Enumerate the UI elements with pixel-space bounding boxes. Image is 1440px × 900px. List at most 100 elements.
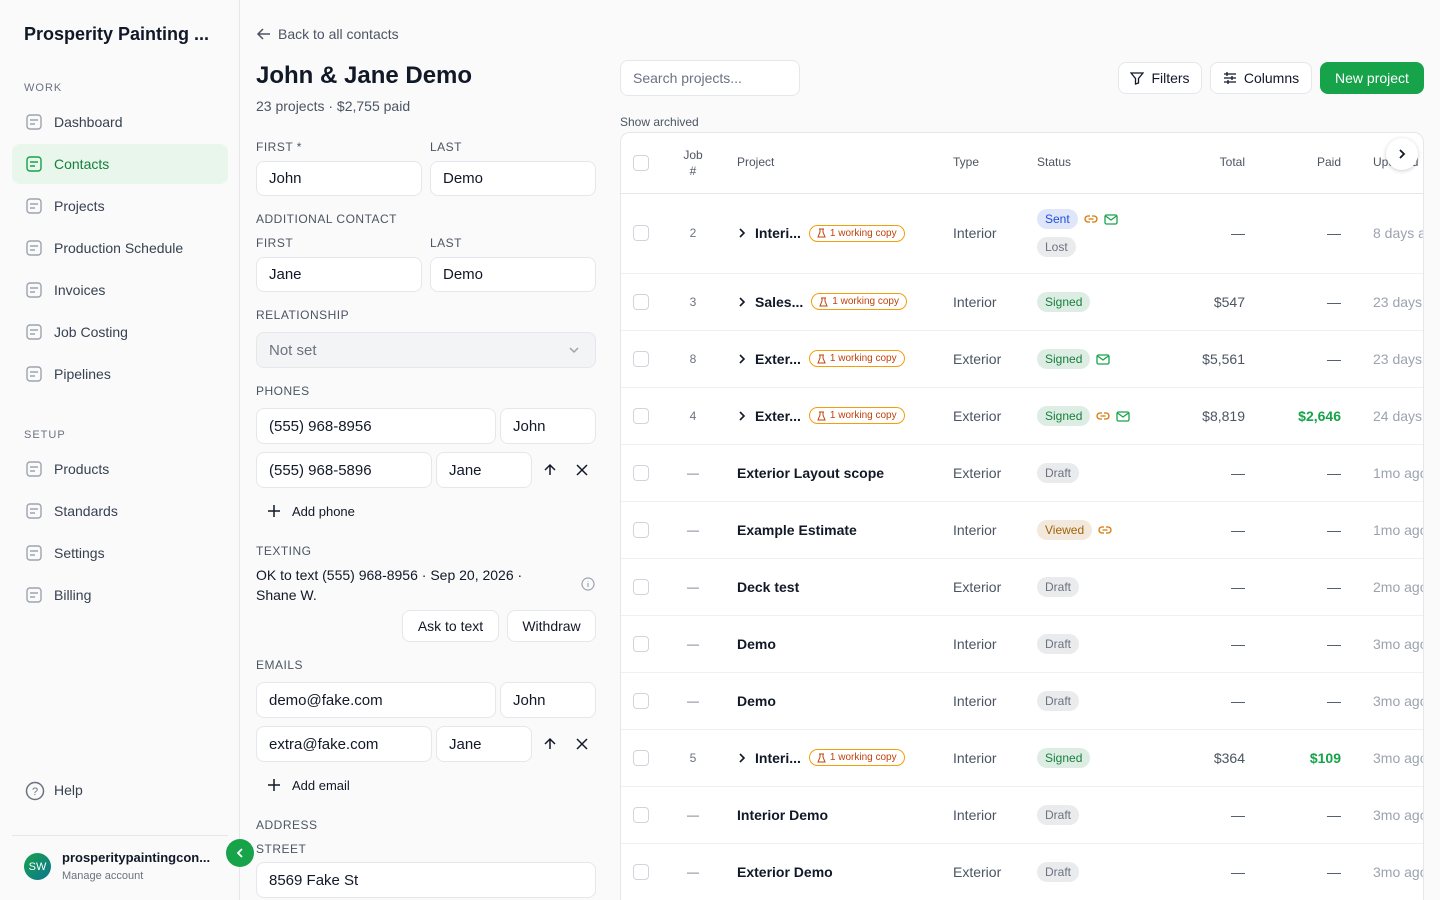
nav-item[interactable]: Projects	[12, 186, 228, 226]
scroll-right[interactable]	[1386, 138, 1418, 170]
email-input[interactable]: demo@fake.com	[256, 682, 496, 718]
updated: 2mo ago	[1373, 578, 1424, 595]
mail-icon	[1116, 409, 1131, 423]
account-name[interactable]: prosperitypaintingcon...	[62, 850, 211, 865]
checkbox[interactable]	[633, 225, 649, 241]
status-pill: Viewed	[1037, 519, 1093, 540]
job-number: 5	[689, 750, 697, 765]
email-input[interactable]: extra@fake.com	[256, 726, 432, 762]
field-label: FIRST	[256, 236, 294, 250]
nav-item[interactable]: Pipelines	[12, 354, 228, 394]
phone-name[interactable]: Jane	[436, 452, 532, 488]
move-up[interactable]	[543, 463, 557, 477]
checkbox[interactable]	[633, 407, 649, 424]
updated: 1mo ago	[1373, 464, 1424, 481]
remove[interactable]	[576, 464, 588, 476]
expand-toggle[interactable]	[737, 227, 747, 239]
ask-button[interactable]: Ask to text	[402, 610, 499, 642]
new-project-button[interactable]: New project	[1320, 62, 1424, 94]
help-link[interactable]: ? Help	[12, 770, 228, 810]
total: $547	[1213, 293, 1245, 310]
checkbox[interactable]	[633, 749, 649, 766]
updated: 23 days ago	[1373, 293, 1423, 310]
nav-item[interactable]: Invoices	[12, 270, 228, 310]
checkbox[interactable]	[633, 293, 649, 310]
nav-item[interactable]: Settings	[12, 533, 228, 573]
project-name: Demo	[737, 692, 776, 709]
project-cell: Exter... 1 working copy	[737, 406, 905, 426]
nav-item[interactable]: Job Costing	[12, 312, 228, 352]
back-arrow[interactable]	[256, 27, 272, 41]
expand-toggle[interactable]	[737, 410, 747, 422]
checkbox[interactable]	[633, 350, 649, 367]
search-input[interactable]: Search projects...	[620, 60, 800, 96]
project-name[interactable]: Exter...	[755, 350, 801, 367]
checkbox[interactable]	[633, 155, 649, 171]
remove[interactable]	[576, 738, 588, 750]
nav-item[interactable]: Contacts	[12, 144, 228, 184]
checkbox[interactable]	[633, 806, 649, 823]
expand-toggle[interactable]	[737, 752, 747, 764]
checkbox[interactable]	[633, 692, 649, 709]
link-icon	[1096, 409, 1110, 423]
job-number: —	[687, 522, 699, 537]
nav-item[interactable]: Standards	[12, 491, 228, 531]
column-header: Paid	[1316, 155, 1341, 169]
nav-text: Pipelines	[54, 366, 111, 382]
nav-item[interactable]: Dashboard	[12, 102, 228, 142]
phone-name[interactable]: John	[500, 408, 596, 444]
withdraw-button[interactable]: Withdraw	[507, 610, 596, 642]
street-input[interactable]: 8569 Fake St	[256, 862, 596, 898]
status-cell: Draft	[1037, 462, 1080, 484]
checkbox[interactable]	[633, 521, 649, 538]
info-icon[interactable]	[581, 577, 595, 591]
project-name[interactable]: Exter...	[755, 407, 801, 424]
phone-input[interactable]: (555) 968-8956	[256, 408, 496, 444]
move-up[interactable]	[543, 737, 557, 751]
checkbox[interactable]	[633, 635, 649, 652]
first-input[interactable]: Jane	[256, 257, 422, 292]
working-copy-badge: 1 working copy	[811, 293, 907, 310]
add-phone[interactable]: Add phone	[292, 504, 355, 519]
project-type: Interior	[953, 635, 997, 652]
nav-section: SETUP	[24, 429, 66, 441]
job-number: —	[687, 693, 699, 708]
nav-item[interactable]: Billing	[12, 575, 228, 615]
checkbox[interactable]	[633, 863, 649, 880]
project-type: Interior	[953, 692, 997, 709]
email-name[interactable]: Jane	[436, 726, 532, 762]
nav-text: Production Schedule	[54, 240, 184, 256]
nav-item[interactable]: Production Schedule	[12, 228, 228, 268]
phone-input[interactable]: (555) 968-5896	[256, 452, 432, 488]
last-input[interactable]: Demo	[430, 257, 596, 292]
filters-button[interactable]: Filters	[1118, 62, 1202, 94]
project-name: Exterior Demo	[737, 863, 833, 880]
total: $5,561	[1202, 350, 1245, 367]
first-input[interactable]: John	[256, 161, 422, 196]
project-name[interactable]: Interi...	[755, 225, 801, 241]
project-cell: Exter... 1 working copy	[737, 349, 905, 369]
columns-button[interactable]: Columns	[1210, 62, 1312, 94]
updated: 23 days ago	[1373, 350, 1423, 367]
back-link[interactable]: Back to all contacts	[278, 26, 399, 42]
row-divider	[621, 501, 1423, 502]
relationship-select[interactable]: Not set	[256, 332, 596, 368]
nav-text: Invoices	[54, 282, 106, 298]
updated: 1mo ago	[1373, 521, 1424, 538]
checkbox[interactable]	[633, 578, 649, 595]
checkbox[interactable]	[633, 464, 649, 481]
expand-toggle[interactable]	[737, 296, 747, 308]
job-number: —	[687, 579, 699, 594]
collapse-button[interactable]	[226, 839, 254, 867]
add-email[interactable]: Add email	[292, 778, 350, 793]
last-input[interactable]: Demo	[430, 161, 596, 196]
show-archived[interactable]: Show archived	[620, 115, 699, 129]
expand-toggle[interactable]	[737, 353, 747, 365]
project-name[interactable]: Sales...	[755, 293, 804, 310]
account-sub[interactable]: Manage account	[62, 870, 144, 882]
total: $364	[1213, 749, 1245, 766]
email-name[interactable]: John	[500, 682, 596, 718]
working-copy-badge: 1 working copy	[808, 407, 905, 424]
project-name[interactable]: Interi...	[755, 749, 801, 766]
nav-item[interactable]: Products	[12, 449, 228, 489]
